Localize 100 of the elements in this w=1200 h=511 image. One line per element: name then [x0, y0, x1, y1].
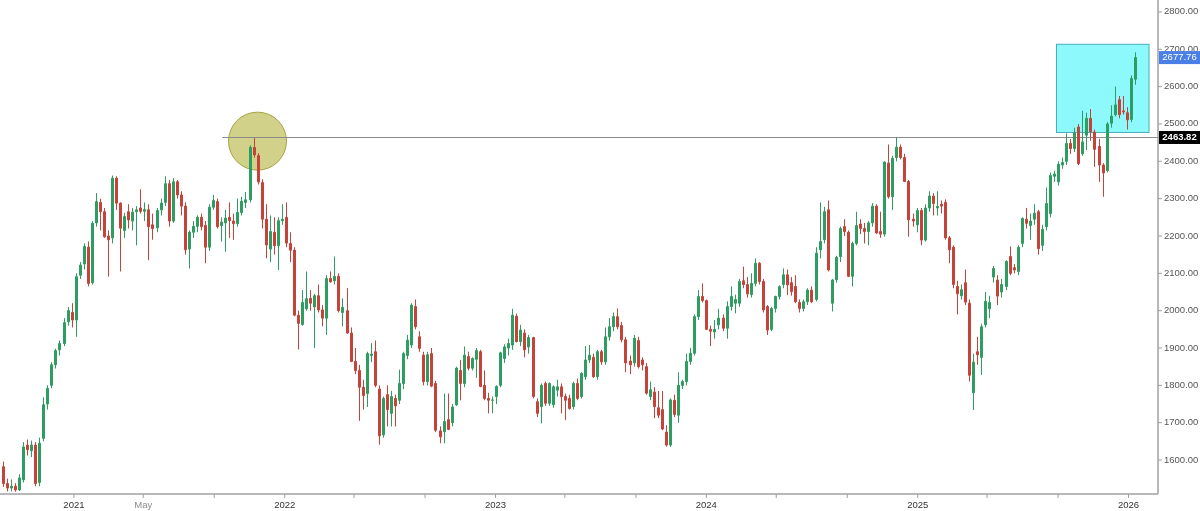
- x-tick-label: 2024: [695, 498, 717, 510]
- candlestick: [823, 206, 826, 244]
- candlestick: [1029, 213, 1032, 241]
- candlestick: [443, 393, 446, 444]
- candlestick: [645, 362, 648, 396]
- candlestick: [722, 313, 725, 332]
- candlestick: [386, 384, 389, 427]
- candlestick: [463, 346, 466, 388]
- candlestick: [891, 155, 894, 211]
- candlestick: [495, 384, 498, 405]
- candlestick: [123, 212, 126, 239]
- x-tick-label: 2023: [484, 498, 507, 510]
- candlestick: [451, 403, 454, 427]
- candlestick: [794, 274, 797, 304]
- candlestick: [548, 381, 551, 407]
- candlestick: [1009, 245, 1012, 276]
- candlestick: [224, 209, 227, 253]
- candlestick: [677, 371, 680, 424]
- candlestick: [964, 269, 967, 306]
- y-tick-label: 1900.00: [1164, 341, 1199, 353]
- candlestick: [629, 354, 632, 375]
- candlestick: [422, 351, 425, 386]
- candlestick: [1037, 209, 1040, 256]
- candlestick: [916, 207, 919, 233]
- y-tick-label: 2500.00: [1164, 117, 1199, 129]
- candlestick: [1041, 224, 1044, 252]
- y-tick-label: 2200.00: [1164, 229, 1199, 241]
- candlestick: [895, 136, 898, 162]
- candlestick: [378, 384, 381, 446]
- candlestick: [980, 323, 983, 376]
- y-tick-label: 2800.00: [1164, 5, 1199, 17]
- candlestick: [143, 201, 146, 222]
- candlestick: [810, 285, 813, 304]
- y-tick-label: 1600.00: [1164, 453, 1199, 465]
- candlestick: [394, 394, 397, 427]
- candlestick: [147, 203, 150, 261]
- candlestick: [329, 270, 332, 284]
- candlestick: [71, 302, 74, 328]
- candlestick: [309, 289, 312, 312]
- candlestick: [637, 336, 640, 370]
- candlestick: [333, 256, 336, 286]
- candlestick: [127, 203, 130, 230]
- candlestick: [527, 334, 530, 355]
- candlestick: [665, 424, 668, 448]
- y-tick-label: 2700.00: [1164, 42, 1199, 54]
- y-tick-label: 1700.00: [1164, 416, 1199, 428]
- candlestick: [976, 336, 979, 366]
- candlestick: [717, 308, 720, 330]
- candlestick: [1085, 112, 1088, 151]
- candlestick: [135, 205, 138, 246]
- candlestick: [75, 272, 78, 338]
- candlestick: [491, 396, 494, 414]
- candlestick: [1065, 132, 1068, 166]
- candlestick: [782, 267, 785, 289]
- x-tick-label: 2025: [907, 498, 929, 510]
- candlestick: [1081, 110, 1084, 157]
- candlestick: [30, 440, 33, 458]
- candlestick: [600, 349, 603, 366]
- candlestick: [1025, 207, 1028, 230]
- candlestick: [661, 390, 664, 431]
- candlestick: [168, 179, 171, 228]
- candlestick: [552, 384, 555, 409]
- candlestick: [325, 274, 328, 336]
- candlestick: [523, 328, 526, 358]
- candlestick: [414, 298, 417, 330]
- candlestick: [228, 201, 231, 239]
- candlestick: [576, 378, 579, 401]
- y-tick-label: 2000.00: [1164, 304, 1199, 316]
- y-tick-label: 2300.00: [1164, 192, 1199, 204]
- candlestick: [932, 192, 935, 216]
- x-tick-label: 2021: [63, 498, 85, 510]
- x-tick-label: May: [134, 498, 153, 510]
- candlestick: [863, 222, 866, 244]
- candlestick: [14, 482, 17, 493]
- candlestick: [1069, 138, 1072, 155]
- candlestick: [374, 340, 377, 388]
- candlestick: [540, 382, 543, 424]
- candlestick: [1114, 86, 1117, 117]
- candlestick: [1033, 203, 1036, 226]
- candlestick: [139, 188, 142, 215]
- candlestick: [819, 201, 822, 259]
- x-tick-label: 2022: [274, 498, 296, 510]
- y-tick-label: 2100.00: [1164, 266, 1199, 278]
- candlestick: [1073, 127, 1076, 153]
- candlestick: [875, 203, 878, 235]
- annotation: 2677.76: [1162, 51, 1197, 63]
- candlestick: [992, 265, 995, 284]
- candlestick: [536, 397, 539, 418]
- candlestick: [269, 214, 272, 263]
- candlestick: [984, 291, 987, 328]
- candlestick: [920, 207, 923, 246]
- candlestick: [426, 351, 429, 386]
- candlestick: [475, 347, 478, 379]
- candlestick: [511, 308, 514, 351]
- candlestick: [519, 324, 522, 347]
- candlestick: [633, 334, 636, 368]
- candlestick: [447, 393, 450, 431]
- candlestick: [956, 280, 959, 315]
- candlestick: [653, 386, 656, 419]
- candlestick: [843, 218, 846, 237]
